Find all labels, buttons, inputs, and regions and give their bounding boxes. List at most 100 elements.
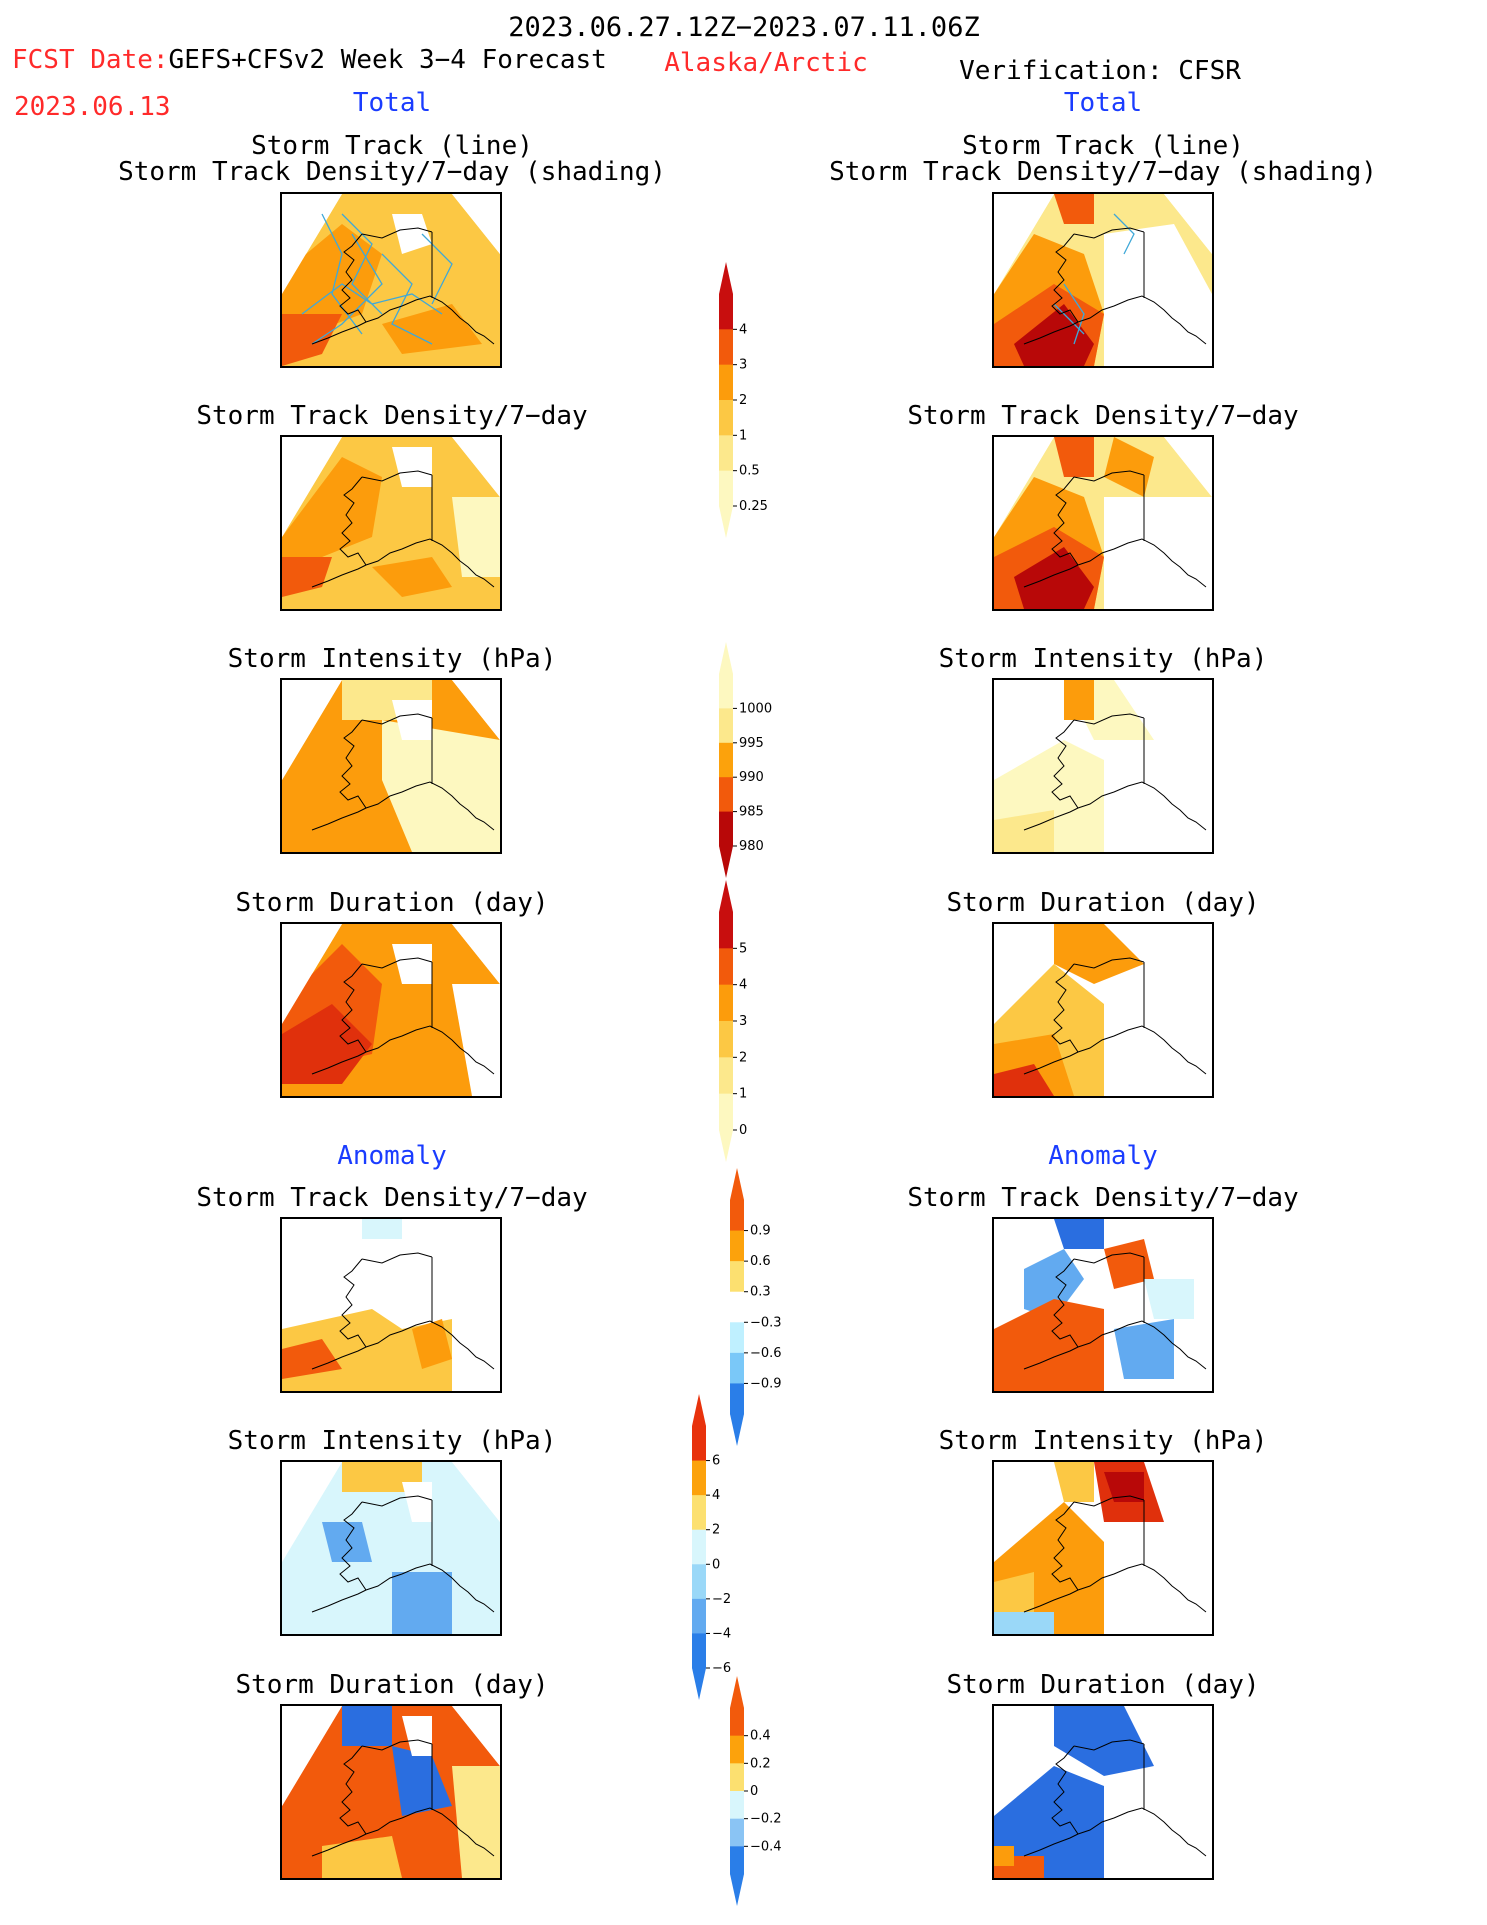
- coastline: [311, 227, 495, 345]
- title-anom-intensity-left: Storm Intensity (hPa): [227, 1426, 557, 1456]
- colorbar-segment: [719, 742, 733, 778]
- colorbar-segment: [719, 912, 733, 949]
- shading-region: [392, 447, 432, 487]
- colorbar-segment: [719, 435, 733, 472]
- map-track-total-forecast: [280, 192, 502, 368]
- coastline: [1023, 1252, 1207, 1370]
- colorbar-segment: [730, 1230, 744, 1262]
- colorbar-segment: [719, 1093, 733, 1131]
- colorbar-graphic: 4 3 2 1 0.5 0.25: [719, 262, 768, 538]
- colorbar-tick-label: 1: [739, 428, 747, 443]
- shading-region: [1064, 680, 1094, 720]
- colorbar-segment: [692, 1495, 706, 1531]
- shading-region: [282, 314, 342, 366]
- colorbar-segment: [719, 811, 733, 847]
- colorbar-graphic: 0.4 0.2 0 −0.2 −0.4: [730, 1676, 782, 1906]
- shading-region: [1054, 194, 1094, 224]
- colorbar-tip-bottom: [719, 506, 733, 538]
- map-shading: [994, 680, 1212, 852]
- map-intensity-total-forecast: [280, 678, 502, 854]
- coastline: [1023, 713, 1207, 831]
- colorbar-tip-top: [730, 1676, 744, 1708]
- shading-region: [1054, 1219, 1104, 1249]
- colorbar-segment: [719, 948, 733, 986]
- title-anom-density-right: Storm Track Density/7−day: [907, 1183, 1299, 1213]
- shading-region: [994, 810, 1054, 852]
- coastline: [311, 1252, 495, 1370]
- colorbar-graphic: 5 4 3 2 1 0: [719, 880, 747, 1162]
- colorbar-duration-total: 5 4 3 2 1 0: [719, 880, 789, 1166]
- colorbar-tick-label: 0: [712, 1557, 720, 1572]
- colorbar-density-total: 4 3 2 1 0.5 0.25: [719, 262, 789, 542]
- map-density-total-forecast: [280, 435, 502, 611]
- colorbar-graphic: 6 4 2 0 −2 −4 −6: [692, 1394, 731, 1700]
- colorbar-tick-label: 2: [739, 393, 747, 408]
- map-shading: [994, 1706, 1212, 1878]
- shading-region: [382, 720, 500, 852]
- shading-region: [372, 557, 452, 597]
- colorbar-tip-bottom: [730, 1414, 744, 1446]
- coastline: [1023, 1495, 1207, 1613]
- map-duration-total-forecast: [280, 922, 502, 1098]
- map-shading: [282, 194, 500, 366]
- colorbar-tick-label: 3: [739, 1014, 747, 1029]
- title-density-left: Storm Track Density/7−day: [196, 401, 588, 431]
- title-anom-duration-left: Storm Duration (day): [235, 1670, 549, 1700]
- colorbar-segment: [730, 1291, 744, 1323]
- colorbar-tick-label: −6: [712, 1661, 731, 1676]
- map-shading: [994, 924, 1212, 1096]
- title-intensity-right: Storm Intensity (hPa): [938, 644, 1268, 674]
- shading-region: [282, 1706, 500, 1878]
- map-intensity-anom-verification: [992, 1460, 1214, 1636]
- colorbar-segment: [692, 1598, 706, 1634]
- colorbar-tick-label: −0.3: [750, 1315, 782, 1330]
- shading-region: [452, 984, 500, 1096]
- fcst-date-value: 2023.06.13: [14, 92, 171, 122]
- map-shading: [282, 1706, 500, 1878]
- colorbar-tick-label: −0.2: [750, 1812, 782, 1827]
- shading-region: [402, 1716, 432, 1756]
- title-storm-track-line-left: Storm Track (line): [251, 131, 533, 161]
- shading-region: [1104, 437, 1154, 497]
- colorbar-tick-label: 980: [739, 839, 764, 854]
- shading-region: [1104, 497, 1212, 609]
- shading-region: [382, 304, 482, 354]
- colorbar-tick-label: 4: [739, 978, 747, 993]
- shading-region: [392, 1746, 452, 1816]
- colorbar-tick-label: 0.25: [739, 499, 768, 514]
- colorbar-duration-anom: 0.4 0.2 0 −0.2 −0.4: [730, 1676, 800, 1910]
- colorbar-tick-label: 0.3: [750, 1285, 771, 1300]
- shading-region: [342, 1706, 392, 1746]
- map-shading: [994, 194, 1212, 366]
- colorbar-intensity-total: 1000 995 990 985 980: [719, 642, 789, 882]
- map-shading: [994, 1462, 1212, 1634]
- colorbar-tick-label: −4: [712, 1626, 731, 1641]
- colorbar-tick-label: 3: [739, 358, 747, 373]
- colorbar-segment: [719, 674, 733, 709]
- shading-region: [1014, 547, 1094, 609]
- colorbar-tick-label: 0.9: [750, 1224, 771, 1239]
- shading-region: [282, 457, 382, 557]
- map-shading: [282, 1219, 500, 1391]
- colorbar-tip-bottom: [719, 846, 733, 878]
- colorbar-segment: [730, 1383, 744, 1415]
- colorbar-tick-label: 2: [712, 1523, 720, 1538]
- title-anom-duration-right: Storm Duration (day): [946, 1670, 1260, 1700]
- title-storm-track-line-right: Storm Track (line): [962, 131, 1244, 161]
- colorbar-segment: [719, 1057, 733, 1095]
- colorbar-segment: [719, 470, 733, 507]
- shading-region: [1104, 1239, 1154, 1289]
- map-intensity-total-verification: [992, 678, 1214, 854]
- map-duration-anom-forecast: [280, 1704, 502, 1880]
- colorbar-segment: [719, 708, 733, 744]
- colorbar-tick-label: 6: [712, 1454, 720, 1469]
- shading-region: [452, 1766, 500, 1878]
- colorbar-tip-bottom: [692, 1668, 706, 1700]
- colorbar-tick-label: 4: [712, 1488, 720, 1503]
- colorbar-segment: [719, 984, 733, 1022]
- colorbar-tick-label: −2: [712, 1592, 731, 1607]
- storm-track-lines: [301, 213, 453, 345]
- title-density-right: Storm Track Density/7−day: [907, 401, 1299, 431]
- colorbar-segment: [719, 1021, 733, 1058]
- map-duration-anom-verification: [992, 1704, 1214, 1880]
